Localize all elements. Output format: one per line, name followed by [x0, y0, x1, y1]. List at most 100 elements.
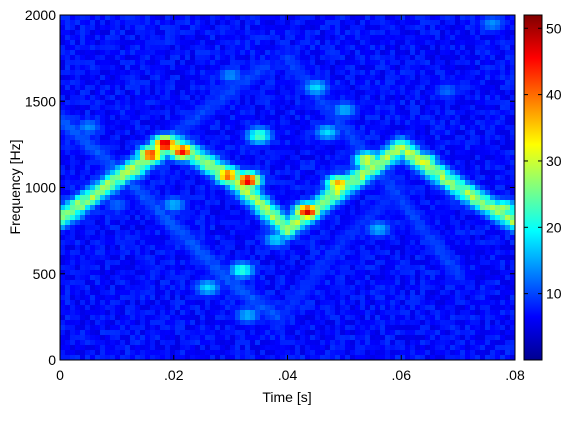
heatmap-cell — [305, 80, 311, 86]
heatmap-cell — [85, 150, 91, 156]
heatmap-cell — [370, 75, 376, 81]
heatmap-cell — [300, 150, 306, 156]
heatmap-cell — [475, 80, 481, 86]
heatmap-cell — [395, 40, 401, 46]
heatmap-cell — [425, 140, 431, 146]
heatmap-cell — [340, 90, 346, 96]
heatmap-cell — [225, 50, 231, 56]
heatmap-cell — [80, 20, 86, 26]
heatmap-cell — [80, 230, 86, 236]
heatmap-cell — [390, 280, 396, 286]
heatmap-cell — [235, 160, 241, 166]
heatmap-cell — [475, 75, 481, 81]
heatmap-cell — [70, 285, 76, 291]
heatmap-cell — [225, 25, 231, 31]
heatmap-cell — [400, 65, 406, 71]
heatmap-cell — [155, 260, 161, 266]
heatmap-cell — [75, 25, 81, 31]
heatmap-cell — [180, 235, 186, 241]
heatmap-cell — [225, 225, 231, 231]
heatmap-cell — [330, 30, 336, 36]
heatmap-cell — [440, 195, 446, 201]
heatmap-cell — [365, 120, 371, 126]
heatmap-cell — [165, 130, 171, 136]
heatmap-cell — [295, 220, 301, 226]
heatmap-cell — [175, 160, 181, 166]
heatmap-cell — [230, 280, 236, 286]
heatmap-cell — [375, 20, 381, 26]
heatmap-cell — [160, 80, 166, 86]
heatmap-cell — [280, 135, 286, 141]
heatmap-cell — [390, 200, 396, 206]
heatmap-cell — [80, 130, 86, 136]
heatmap-cell — [95, 95, 101, 101]
heatmap-cell — [235, 280, 241, 286]
heatmap-cell — [370, 270, 376, 276]
heatmap-cell — [265, 95, 271, 101]
heatmap-cell — [260, 90, 266, 96]
heatmap-cell — [430, 190, 436, 196]
heatmap-cell — [495, 245, 501, 251]
heatmap-cell — [115, 185, 121, 191]
heatmap-cell — [95, 105, 101, 111]
heatmap-cell — [215, 100, 221, 106]
heatmap-cell — [240, 230, 246, 236]
heatmap-cell — [250, 275, 256, 281]
heatmap-cell — [115, 95, 121, 101]
heatmap-cell — [75, 15, 81, 21]
heatmap-cell — [490, 200, 496, 206]
heatmap-cell — [90, 175, 96, 181]
heatmap-cell — [465, 150, 471, 156]
heatmap-cell — [275, 110, 281, 116]
heatmap-cell — [415, 130, 421, 136]
heatmap-cell — [290, 130, 296, 136]
heatmap-cell — [440, 160, 446, 166]
heatmap-cell — [90, 235, 96, 241]
heatmap-cell — [135, 140, 141, 146]
heatmap-cell — [405, 135, 411, 141]
heatmap-cell — [290, 150, 296, 156]
heatmap-cell — [405, 255, 411, 261]
heatmap-cell — [160, 255, 166, 261]
heatmap-cell — [475, 250, 481, 256]
heatmap-cell — [265, 105, 271, 111]
heatmap-cell — [460, 155, 466, 161]
heatmap-cell — [120, 230, 126, 236]
heatmap-cell — [180, 170, 186, 176]
heatmap-cell — [145, 65, 151, 71]
heatmap-cell — [460, 75, 466, 81]
heatmap-cell — [210, 75, 216, 81]
heatmap-cell — [200, 125, 206, 131]
heatmap-cell — [365, 20, 371, 26]
heatmap-cell — [490, 85, 496, 91]
heatmap-cell — [180, 260, 186, 266]
heatmap-cell — [205, 75, 211, 81]
heatmap-cell — [285, 125, 291, 131]
heatmap-cell — [355, 230, 361, 236]
heatmap-cell — [205, 85, 211, 91]
heatmap-cell — [320, 125, 326, 131]
heatmap-cell — [465, 265, 471, 271]
heatmap-cell — [275, 280, 281, 286]
heatmap-cell — [215, 155, 221, 161]
heatmap-cell — [60, 200, 66, 206]
heatmap-cell — [460, 110, 466, 116]
heatmap-cell — [360, 60, 366, 66]
heatmap-cell — [375, 165, 381, 171]
heatmap-cell — [420, 95, 426, 101]
heatmap-cell — [490, 165, 496, 171]
heatmap-cell — [140, 255, 146, 261]
heatmap-cell — [435, 15, 441, 21]
heatmap-cell — [275, 235, 281, 241]
heatmap-cell — [495, 200, 501, 206]
heatmap-cell — [425, 50, 431, 56]
heatmap-cell — [500, 25, 506, 31]
heatmap-cell — [300, 170, 306, 176]
heatmap-cell — [440, 260, 446, 266]
heatmap-cell — [165, 115, 171, 121]
heatmap-cell — [385, 165, 391, 171]
heatmap-cell — [285, 135, 291, 141]
heatmap-cell — [155, 125, 161, 131]
heatmap-cell — [280, 100, 286, 106]
heatmap-cell — [65, 225, 71, 231]
